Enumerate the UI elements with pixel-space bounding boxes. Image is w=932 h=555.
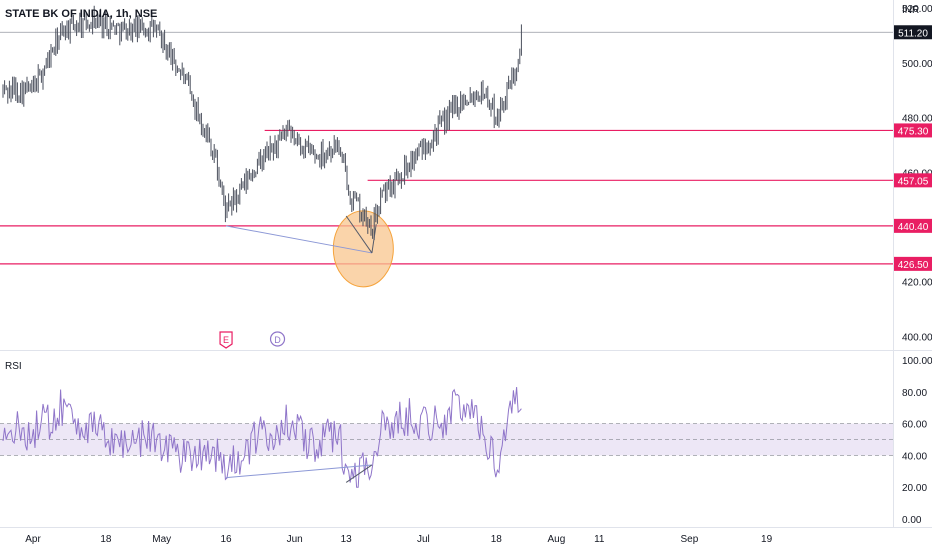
rsi-trend-line[interactable]	[345, 464, 373, 483]
currency-label: INR	[902, 5, 919, 16]
event-marker-label: E	[223, 335, 229, 345]
time-tick-label: Jul	[417, 534, 430, 545]
time-tick-label: 19	[761, 534, 773, 545]
trend-line[interactable]	[345, 215, 373, 254]
price-tick-label: 480.00	[902, 114, 932, 125]
price-tick-label: 520.00	[902, 4, 932, 15]
level-price-tag-bg	[894, 256, 932, 271]
earnings-icon	[219, 331, 233, 349]
rsi-trend-line[interactable]	[226, 464, 372, 479]
trend-line[interactable]	[371, 224, 377, 254]
level-price-tag-text: 457.05	[898, 176, 929, 187]
time-tick-label: 16	[220, 534, 232, 545]
price-panel-bg	[0, 0, 893, 350]
rsi-tick-label: 20.00	[902, 483, 927, 494]
time-tick-label: Jun	[287, 534, 303, 545]
price-tick-label: 400.00	[902, 332, 932, 343]
time-tick-label: 11	[594, 534, 605, 545]
rsi-tick-label: 0.00	[902, 515, 922, 526]
trend-line[interactable]	[225, 225, 373, 254]
time-tick-label: May	[152, 534, 171, 545]
rsi-tick-label: 80.00	[902, 388, 927, 399]
level-price-tag-text: 440.40	[898, 222, 929, 233]
level-price-tag-text: 426.50	[898, 260, 929, 271]
time-tick-label: Apr	[25, 534, 41, 545]
level-price-tag: 440.40	[894, 218, 932, 233]
rsi-tick-label: 60.00	[902, 420, 927, 431]
level-price-tag-bg	[894, 123, 932, 138]
current-price-tag-bg	[894, 25, 932, 40]
level-price-tag-text: 475.30	[898, 126, 929, 137]
time-tick-label: 18	[100, 534, 112, 545]
level-price-tag: 457.05	[894, 173, 932, 188]
time-tick-label: Sep	[680, 534, 698, 545]
chart-title: STATE BK OF INDIA, 1h, NSE	[5, 8, 157, 20]
level-price-tag-bg	[894, 173, 932, 188]
current-price-tag-text: 511.20	[898, 28, 928, 39]
price-tick-label: 420.00	[902, 278, 932, 289]
event-marker-d[interactable]: D	[269, 331, 286, 347]
price-tick-label: 500.00	[902, 59, 932, 70]
event-marker-label: D	[274, 335, 281, 345]
rsi-tick-label: 100.00	[902, 356, 932, 367]
event-marker-e[interactable]: E	[219, 331, 233, 349]
dividend-icon	[269, 331, 286, 347]
level-price-tag: 475.30	[894, 123, 932, 138]
level-price-tag-bg	[894, 218, 932, 233]
level-price-tag: 426.50	[894, 256, 932, 271]
rsi-label: RSI	[5, 361, 22, 372]
time-tick-label: 18	[491, 534, 503, 545]
time-tick-label: 13	[341, 534, 353, 545]
rsi-tick-label: 40.00	[902, 451, 927, 462]
current-price-tag: 511.20	[894, 25, 932, 40]
rsi-series-line	[2, 386, 522, 488]
time-tick-label: Aug	[547, 534, 565, 545]
